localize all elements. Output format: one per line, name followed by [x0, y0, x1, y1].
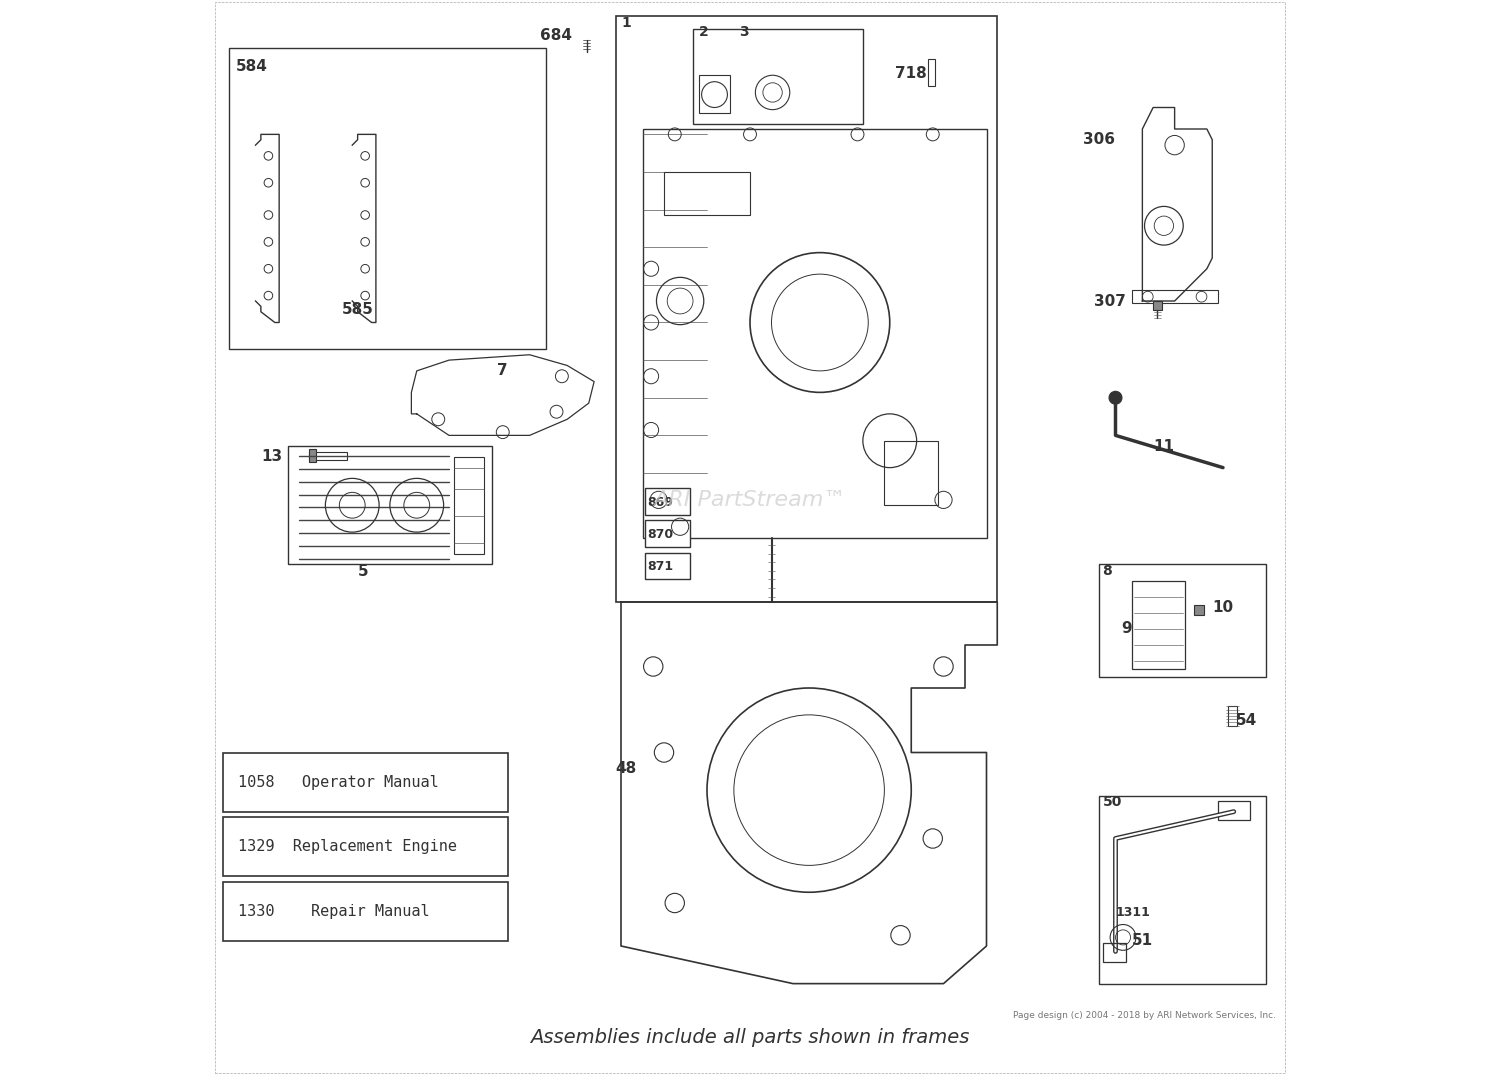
Text: 1330    Repair Manual: 1330 Repair Manual — [238, 904, 430, 918]
Text: 869: 869 — [646, 496, 672, 508]
Polygon shape — [288, 446, 492, 564]
Text: 1: 1 — [621, 16, 630, 30]
Bar — [1194, 605, 1203, 615]
Text: 306: 306 — [1083, 132, 1114, 147]
Bar — [615, 16, 998, 602]
Bar — [309, 449, 315, 462]
Bar — [224, 882, 509, 941]
Text: 9: 9 — [1120, 621, 1131, 636]
Bar — [224, 752, 509, 812]
Bar — [885, 441, 938, 505]
Text: 718: 718 — [896, 66, 927, 81]
Text: 51: 51 — [1131, 933, 1152, 948]
Bar — [1228, 706, 1238, 726]
Text: 5: 5 — [357, 564, 369, 579]
Bar — [928, 59, 934, 86]
Bar — [224, 817, 509, 876]
Bar — [309, 452, 347, 460]
Text: 2: 2 — [699, 25, 708, 39]
Bar — [228, 48, 546, 349]
Polygon shape — [642, 129, 987, 538]
Text: Assemblies include all parts shown in frames: Assemblies include all parts shown in fr… — [531, 1028, 969, 1047]
Polygon shape — [621, 602, 998, 984]
Bar — [1154, 301, 1161, 310]
Bar — [454, 457, 484, 554]
Text: 7: 7 — [498, 363, 508, 378]
Text: 10: 10 — [1212, 600, 1233, 615]
Text: 584: 584 — [236, 59, 268, 74]
Text: 1311: 1311 — [1116, 906, 1150, 919]
Text: 871: 871 — [646, 560, 674, 573]
Bar — [1102, 943, 1126, 962]
Bar — [699, 75, 729, 113]
Bar — [1100, 796, 1266, 984]
Text: 585: 585 — [342, 302, 374, 317]
Text: 307: 307 — [1094, 293, 1126, 309]
Bar — [1100, 564, 1266, 677]
Text: 8: 8 — [1102, 564, 1113, 578]
Text: 48: 48 — [615, 761, 638, 776]
Bar — [693, 29, 862, 124]
Bar — [645, 520, 690, 547]
Polygon shape — [1218, 801, 1249, 820]
Bar — [645, 553, 690, 579]
Text: 54: 54 — [1236, 713, 1257, 728]
Polygon shape — [1131, 290, 1218, 303]
Text: 11: 11 — [1154, 439, 1174, 454]
Text: 13: 13 — [261, 449, 282, 464]
Polygon shape — [1131, 580, 1185, 669]
Bar — [645, 488, 690, 515]
Bar — [664, 172, 750, 215]
Circle shape — [1108, 391, 1122, 404]
Text: 1058   Operator Manual: 1058 Operator Manual — [238, 775, 440, 789]
Text: 870: 870 — [646, 528, 674, 541]
Text: 50: 50 — [1102, 796, 1122, 809]
Text: ARI PartStream™: ARI PartStream™ — [654, 490, 846, 510]
Text: 1329  Replacement Engine: 1329 Replacement Engine — [238, 840, 458, 854]
Text: 3: 3 — [740, 25, 748, 39]
Text: Page design (c) 2004 - 2018 by ARI Network Services, Inc.: Page design (c) 2004 - 2018 by ARI Netwo… — [1014, 1012, 1276, 1020]
Text: 684: 684 — [540, 28, 573, 43]
